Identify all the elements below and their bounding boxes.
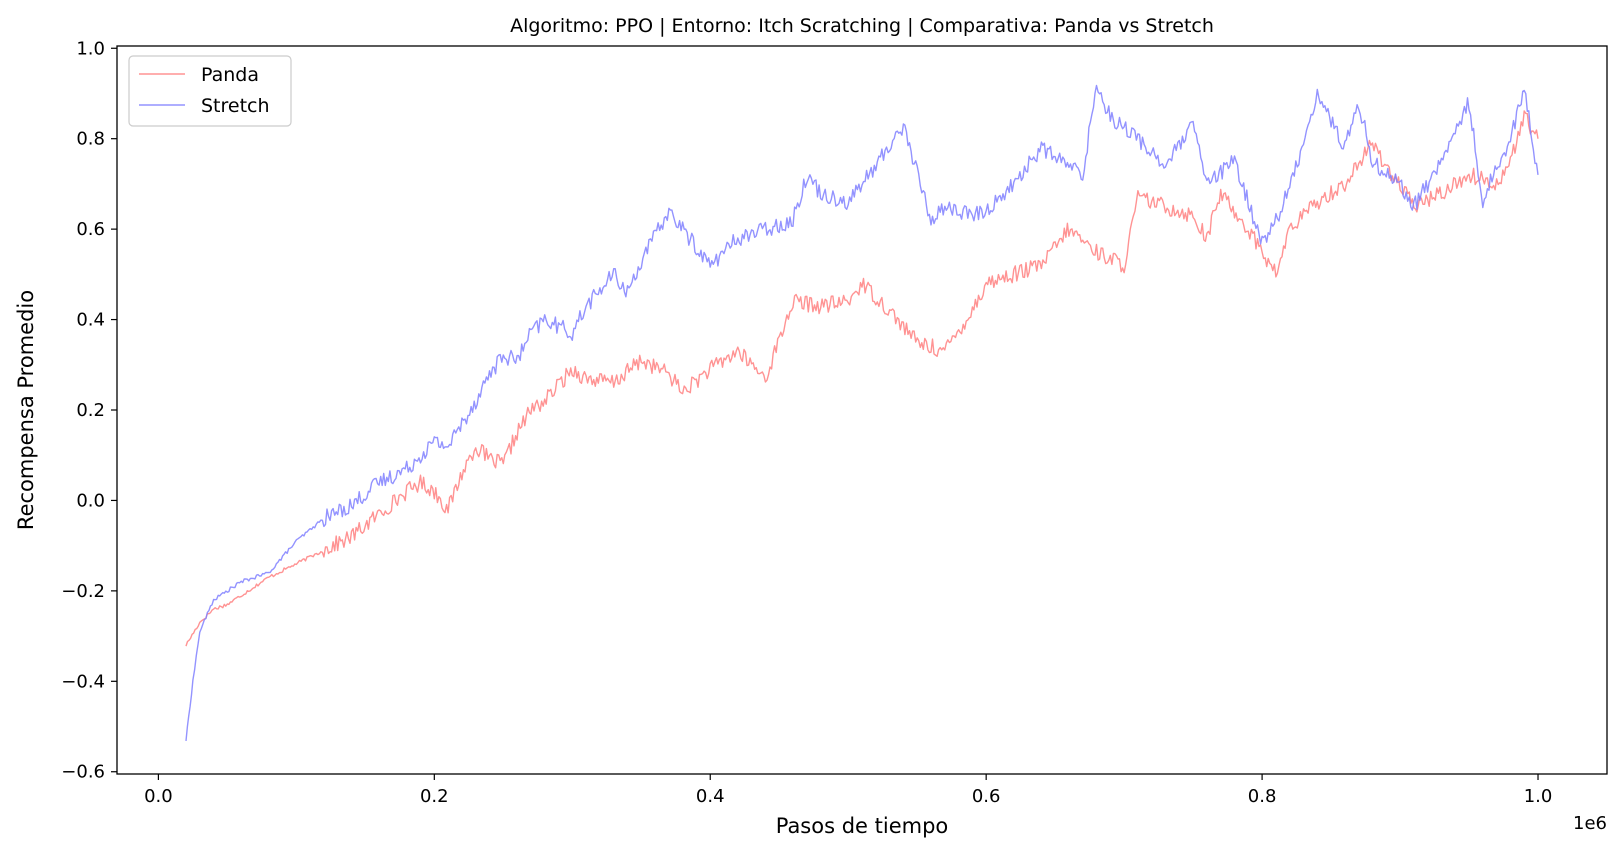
y-tick-label: 0.0 bbox=[76, 490, 105, 511]
chart-title: Algoritmo: PPO | Entorno: Itch Scratchin… bbox=[510, 15, 1214, 37]
x-tick-label: 0.4 bbox=[696, 786, 725, 807]
x-axis-ticks: 0.0 0.2 0.4 0.6 0.8 1.0 bbox=[144, 774, 1552, 807]
x-tick-label: 0.8 bbox=[1248, 786, 1277, 807]
plot-frame bbox=[116, 45, 1608, 775]
y-tick-label: −0.6 bbox=[61, 762, 105, 783]
y-tick-label: 0.4 bbox=[76, 310, 105, 331]
x-tick-label: 0.0 bbox=[144, 786, 173, 807]
x-axis-label: Pasos de tiempo bbox=[776, 814, 949, 838]
y-tick-label: −0.2 bbox=[61, 581, 105, 602]
series-line-panda bbox=[185, 110, 1539, 647]
x-tick-label: 0.6 bbox=[972, 786, 1001, 807]
y-tick-label: 0.6 bbox=[76, 219, 105, 240]
legend-label-panda: Panda bbox=[201, 64, 259, 86]
legend-label-stretch: Stretch bbox=[201, 95, 270, 117]
x-tick-label: 1.0 bbox=[1524, 786, 1553, 807]
y-tick-label: 0.2 bbox=[76, 400, 105, 421]
y-axis-label: Recompensa Promedio bbox=[14, 290, 38, 530]
x-tick-label: 0.2 bbox=[420, 786, 449, 807]
y-tick-label: 0.8 bbox=[76, 129, 105, 150]
y-tick-label: −0.4 bbox=[61, 671, 105, 692]
y-axis-ticks: −0.6 −0.4 −0.2 0.0 0.2 0.4 0.6 0.8 1.0 bbox=[61, 38, 117, 783]
legend: Panda Stretch bbox=[128, 55, 292, 127]
series-line-stretch bbox=[185, 84, 1539, 741]
y-tick-label: 1.0 bbox=[76, 38, 105, 59]
x-axis-offset-label: 1e6 bbox=[1573, 813, 1607, 834]
series-layer bbox=[185, 84, 1539, 741]
